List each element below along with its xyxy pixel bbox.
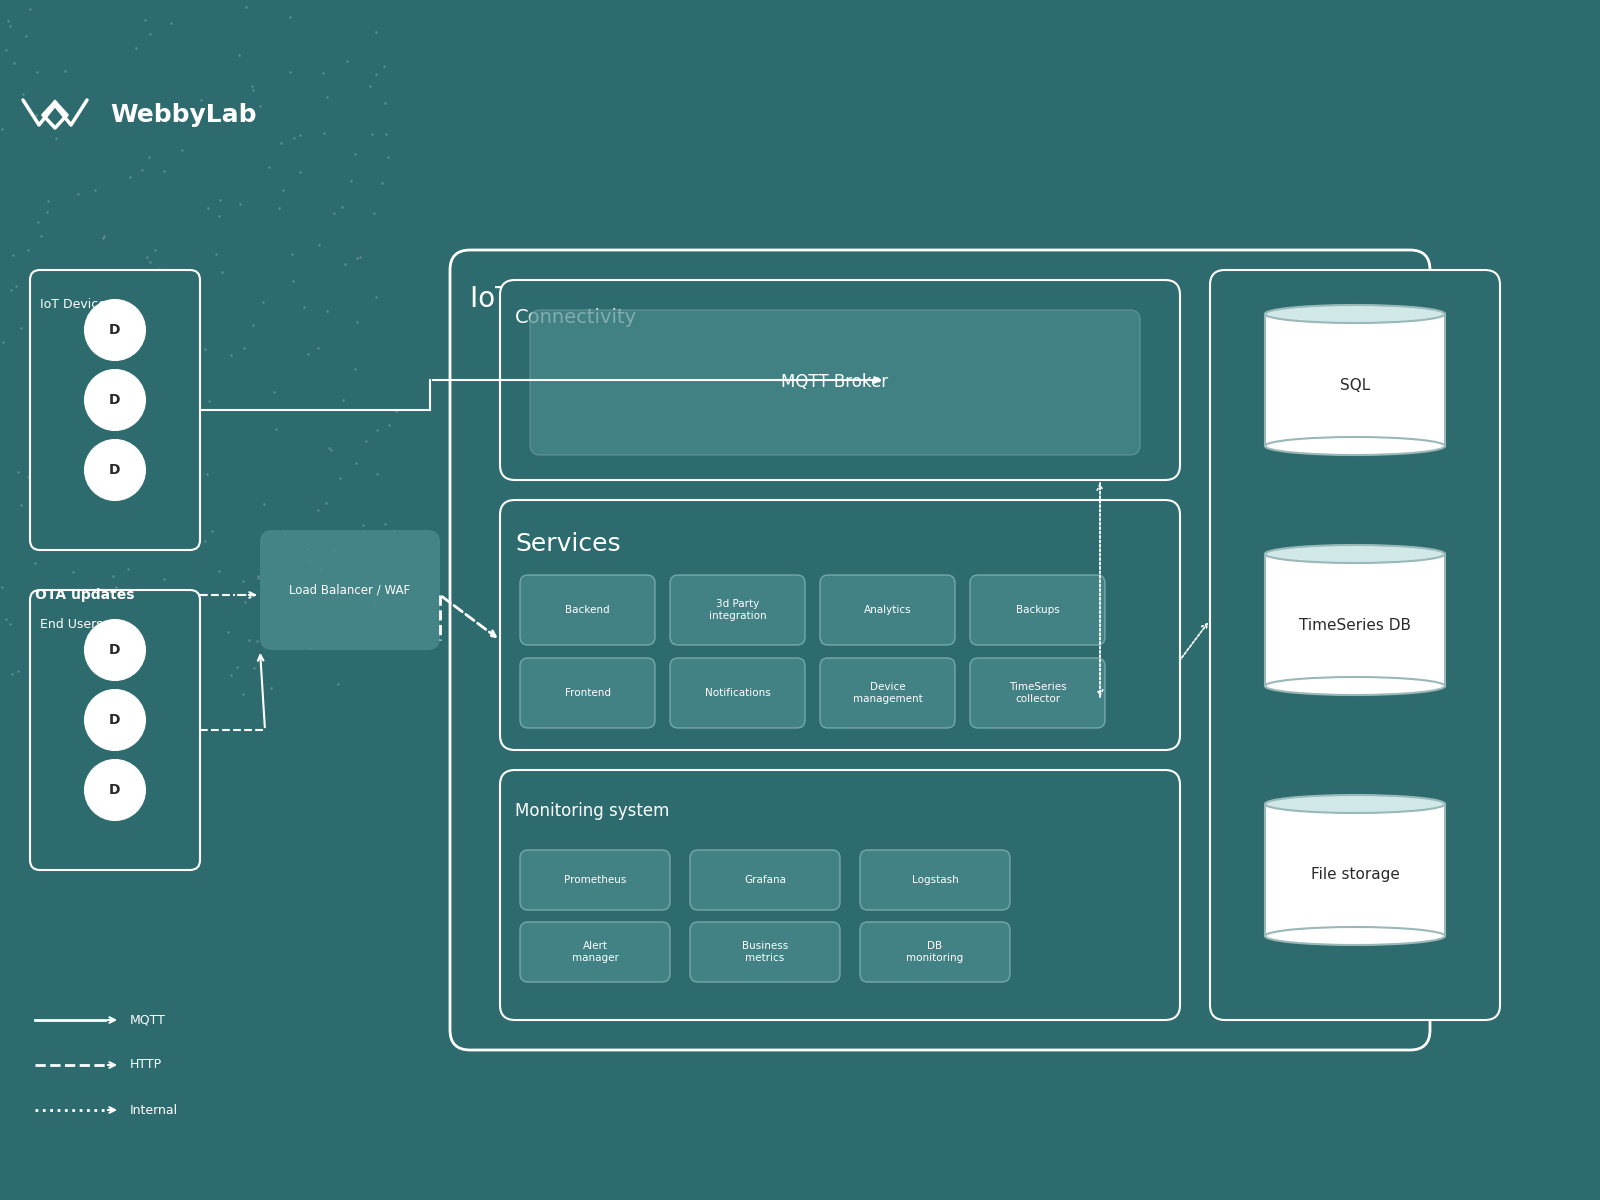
- Text: MQTT: MQTT: [130, 1014, 166, 1026]
- FancyBboxPatch shape: [530, 310, 1139, 455]
- Text: Analytics: Analytics: [864, 605, 912, 614]
- Text: Frontend: Frontend: [565, 688, 611, 698]
- Text: End Users: End Users: [40, 618, 102, 631]
- Text: Connectivity: Connectivity: [515, 308, 637, 326]
- FancyBboxPatch shape: [30, 270, 200, 550]
- Text: HTTP: HTTP: [130, 1058, 162, 1072]
- FancyBboxPatch shape: [819, 658, 955, 728]
- Circle shape: [85, 370, 146, 430]
- Text: Backend: Backend: [565, 605, 610, 614]
- Text: IoT platform: IoT platform: [470, 284, 638, 313]
- Text: Internal: Internal: [130, 1104, 178, 1116]
- FancyBboxPatch shape: [499, 770, 1181, 1020]
- FancyBboxPatch shape: [819, 575, 955, 646]
- Text: IoT Devices: IoT Devices: [40, 298, 112, 311]
- FancyBboxPatch shape: [970, 658, 1106, 728]
- Text: Grafana: Grafana: [744, 875, 786, 886]
- FancyBboxPatch shape: [1266, 314, 1445, 446]
- FancyBboxPatch shape: [499, 500, 1181, 750]
- FancyBboxPatch shape: [1266, 554, 1445, 686]
- Text: TimeSeries DB: TimeSeries DB: [1299, 618, 1411, 632]
- Circle shape: [85, 690, 146, 750]
- Text: Monitoring system: Monitoring system: [515, 802, 669, 820]
- FancyBboxPatch shape: [970, 575, 1106, 646]
- Ellipse shape: [1266, 794, 1445, 814]
- FancyBboxPatch shape: [1210, 270, 1501, 1020]
- Text: Backups: Backups: [1016, 605, 1059, 614]
- Text: Notifications: Notifications: [704, 688, 770, 698]
- FancyBboxPatch shape: [520, 850, 670, 910]
- FancyBboxPatch shape: [259, 530, 440, 650]
- Text: 3d Party
integration: 3d Party integration: [709, 599, 766, 620]
- FancyBboxPatch shape: [520, 575, 654, 646]
- Text: Alert
manager: Alert manager: [571, 941, 619, 962]
- Text: Services: Services: [515, 532, 621, 556]
- FancyBboxPatch shape: [670, 575, 805, 646]
- Text: DB
monitoring: DB monitoring: [906, 941, 963, 962]
- Ellipse shape: [1266, 926, 1445, 946]
- Text: WebbyLab: WebbyLab: [110, 103, 256, 127]
- FancyBboxPatch shape: [670, 658, 805, 728]
- Circle shape: [85, 300, 146, 360]
- Text: D: D: [109, 784, 120, 797]
- Text: Load Balancer / WAF: Load Balancer / WAF: [290, 583, 411, 596]
- Ellipse shape: [1266, 437, 1445, 455]
- Circle shape: [85, 760, 146, 820]
- Circle shape: [85, 620, 146, 680]
- Circle shape: [85, 440, 146, 500]
- Text: File storage: File storage: [1310, 868, 1400, 882]
- Text: D: D: [109, 463, 120, 476]
- Text: Prometheus: Prometheus: [563, 875, 626, 886]
- Text: MQTT Broker: MQTT Broker: [781, 373, 888, 391]
- Text: D: D: [109, 392, 120, 407]
- Text: Business
metrics: Business metrics: [742, 941, 789, 962]
- Text: D: D: [109, 713, 120, 727]
- FancyBboxPatch shape: [690, 922, 840, 982]
- Text: Device
management: Device management: [853, 682, 922, 703]
- FancyBboxPatch shape: [520, 658, 654, 728]
- Ellipse shape: [1266, 305, 1445, 323]
- FancyBboxPatch shape: [861, 850, 1010, 910]
- FancyBboxPatch shape: [1266, 804, 1445, 936]
- Text: SQL: SQL: [1339, 378, 1370, 392]
- FancyBboxPatch shape: [690, 850, 840, 910]
- FancyBboxPatch shape: [499, 280, 1181, 480]
- Text: OTA updates: OTA updates: [35, 588, 134, 602]
- FancyBboxPatch shape: [30, 590, 200, 870]
- FancyBboxPatch shape: [861, 922, 1010, 982]
- Text: TimeSeries
collector: TimeSeries collector: [1008, 682, 1066, 703]
- Text: D: D: [109, 323, 120, 337]
- FancyBboxPatch shape: [520, 922, 670, 982]
- Text: Logstash: Logstash: [912, 875, 958, 886]
- Ellipse shape: [1266, 677, 1445, 695]
- Ellipse shape: [1266, 545, 1445, 563]
- Text: D: D: [109, 643, 120, 658]
- FancyBboxPatch shape: [450, 250, 1430, 1050]
